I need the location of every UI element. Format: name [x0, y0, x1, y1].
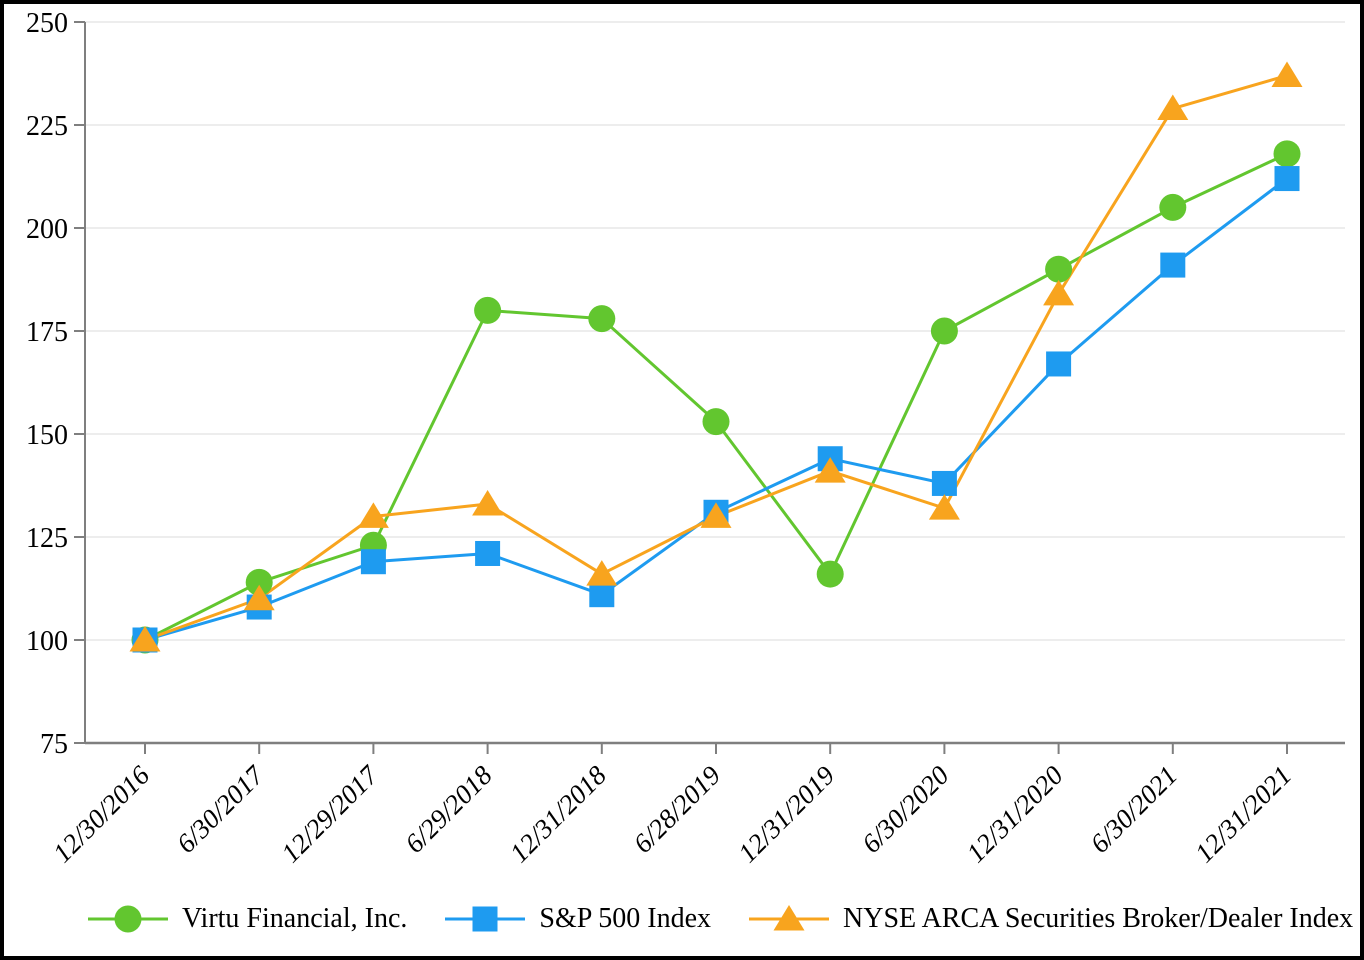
x-tick-label: 12/31/2019: [732, 760, 841, 869]
marker-triangle: [1043, 279, 1075, 306]
marker-triangle: [814, 457, 846, 483]
x-tick-label: 6/30/2020: [856, 760, 955, 859]
marker-triangle: [700, 502, 732, 528]
marker-triangle: [586, 560, 618, 586]
x-tick-label: 12/31/2020: [961, 760, 1070, 869]
marker-circle: [245, 568, 273, 596]
x-tick-label: 12/31/2018: [504, 760, 613, 869]
x-tick-label: 12/31/2021: [1189, 760, 1297, 868]
marker-circle: [588, 305, 616, 333]
marker-square: [475, 540, 501, 566]
y-tick-label: 175: [26, 317, 68, 348]
marker-square: [931, 470, 957, 496]
x-tick-label: 6/30/2021: [1084, 760, 1183, 859]
marker-circle: [702, 408, 730, 436]
marker-square: [589, 582, 615, 608]
series-line-1: [144, 152, 1288, 642]
x-tick-label: 6/29/2018: [399, 760, 498, 859]
y-tick-label: 125: [26, 523, 68, 554]
y-tick-label: 225: [26, 111, 68, 142]
x-tick-label: 6/28/2019: [628, 760, 727, 859]
legend-item-3: NYSE ARCA Securities Broker/Dealer Index: [749, 899, 1353, 939]
y-tick-label: 100: [26, 626, 68, 657]
marker-triangle: [243, 584, 275, 611]
y-tick-label: 150: [26, 420, 68, 451]
y-tick-label: 75: [40, 729, 68, 760]
marker-circle: [1045, 255, 1073, 283]
marker-circle: [1273, 140, 1301, 168]
legend-label: NYSE ARCA Securities Broker/Dealer Index: [843, 903, 1354, 934]
marker-triangle: [129, 626, 161, 652]
legend-label: S&P 500 Index: [539, 903, 712, 934]
x-tick-label: 12/30/2016: [47, 760, 156, 869]
marker-circle: [1159, 193, 1187, 221]
y-tick-label: 200: [26, 214, 68, 245]
x-tick-label: 6/30/2017: [171, 759, 271, 859]
legend-triangle-icon: [749, 905, 830, 931]
marker-triangle: [1157, 94, 1189, 121]
legend-item-1: Virtu Financial, Inc.: [88, 899, 407, 939]
marker-square: [1274, 166, 1300, 192]
marker-square: [1160, 252, 1186, 278]
marker-triangle: [1271, 61, 1303, 88]
marker-circle: [930, 317, 958, 345]
marker-triangle: [357, 502, 389, 528]
marker-triangle: [472, 490, 504, 516]
y-tick-label: 250: [26, 8, 68, 39]
x-tick-label: 12/29/2017: [275, 759, 384, 868]
marker-square: [1046, 351, 1072, 377]
marker-circle: [816, 560, 844, 588]
legend-square-icon: [445, 906, 526, 932]
chart-legend: Virtu Financial, Inc. S&P 500 Index NYSE A…: [88, 894, 1353, 944]
marker-triangle: [928, 494, 960, 520]
legend-label: Virtu Financial, Inc.: [182, 903, 408, 934]
legend-item-2: S&P 500 Index: [445, 899, 711, 939]
series-line-3: [144, 74, 1288, 642]
marker-square: [360, 549, 386, 575]
marker-circle: [474, 296, 502, 324]
legend-circle-icon: [88, 905, 168, 933]
